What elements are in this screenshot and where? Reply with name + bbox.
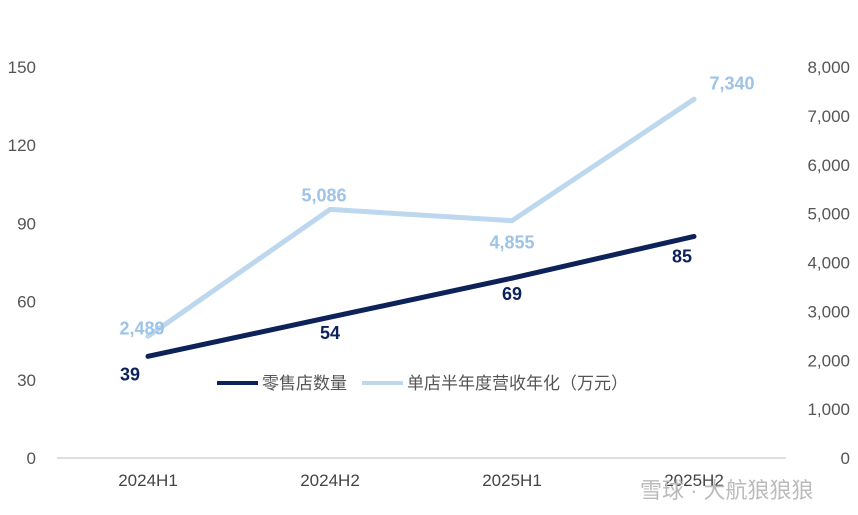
data-label-store-count: 85 <box>672 246 692 266</box>
x-tick-label: 2024H2 <box>300 471 360 490</box>
x-tick-label: 2025H2 <box>664 471 724 490</box>
right-tick-label: 7,000 <box>807 107 850 126</box>
legend: 零售店数量 单店半年度营收年化（万元） <box>217 374 628 393</box>
left-tick-label: 60 <box>17 293 36 312</box>
left-tick-label: 120 <box>8 136 36 155</box>
series-layer <box>145 96 697 359</box>
right-tick-label: 1,000 <box>807 400 850 419</box>
x-tick-label: 2024H1 <box>118 471 178 490</box>
left-y-axis: 0 30 60 90 120 150 <box>8 58 36 468</box>
right-tick-label: 6,000 <box>807 156 850 175</box>
left-tick-label: 0 <box>27 449 36 468</box>
right-tick-label: 4,000 <box>807 254 850 273</box>
x-tick-label: 2025H1 <box>482 471 542 490</box>
legend-label-revenue: 单店半年度营收年化（万元） <box>407 374 628 393</box>
right-tick-label: 5,000 <box>807 205 850 224</box>
right-tick-label: 0 <box>841 449 850 468</box>
watermark: 雪球 · 大航狼狼狼 <box>640 478 814 503</box>
right-tick-label: 8,000 <box>807 58 850 77</box>
data-label-store-count: 54 <box>320 323 340 343</box>
left-tick-label: 150 <box>8 58 36 77</box>
right-y-axis: 0 1,000 2,000 3,000 4,000 5,000 6,000 7,000 8,00… <box>807 58 850 468</box>
data-label-revenue: 7,340 <box>709 73 754 93</box>
series-line-store-count <box>145 233 697 359</box>
right-tick-label: 2,000 <box>807 351 850 370</box>
x-axis: 2024H1 2024H2 2025H1 2025H2 <box>118 471 724 490</box>
data-label-store-count: 69 <box>502 284 522 304</box>
legend-label-store-count: 零售店数量 <box>262 374 347 393</box>
left-tick-label: 90 <box>17 214 36 233</box>
data-labels: 39 54 69 85 2,489 5,086 4,855 7,340 <box>119 73 754 384</box>
data-label-revenue: 2,489 <box>119 318 164 338</box>
data-label-revenue: 5,086 <box>301 185 346 205</box>
series-line-revenue <box>145 96 697 339</box>
right-tick-label: 3,000 <box>807 302 850 321</box>
left-tick-label: 30 <box>17 371 36 390</box>
data-label-store-count: 39 <box>120 364 140 384</box>
data-label-revenue: 4,855 <box>489 233 534 253</box>
